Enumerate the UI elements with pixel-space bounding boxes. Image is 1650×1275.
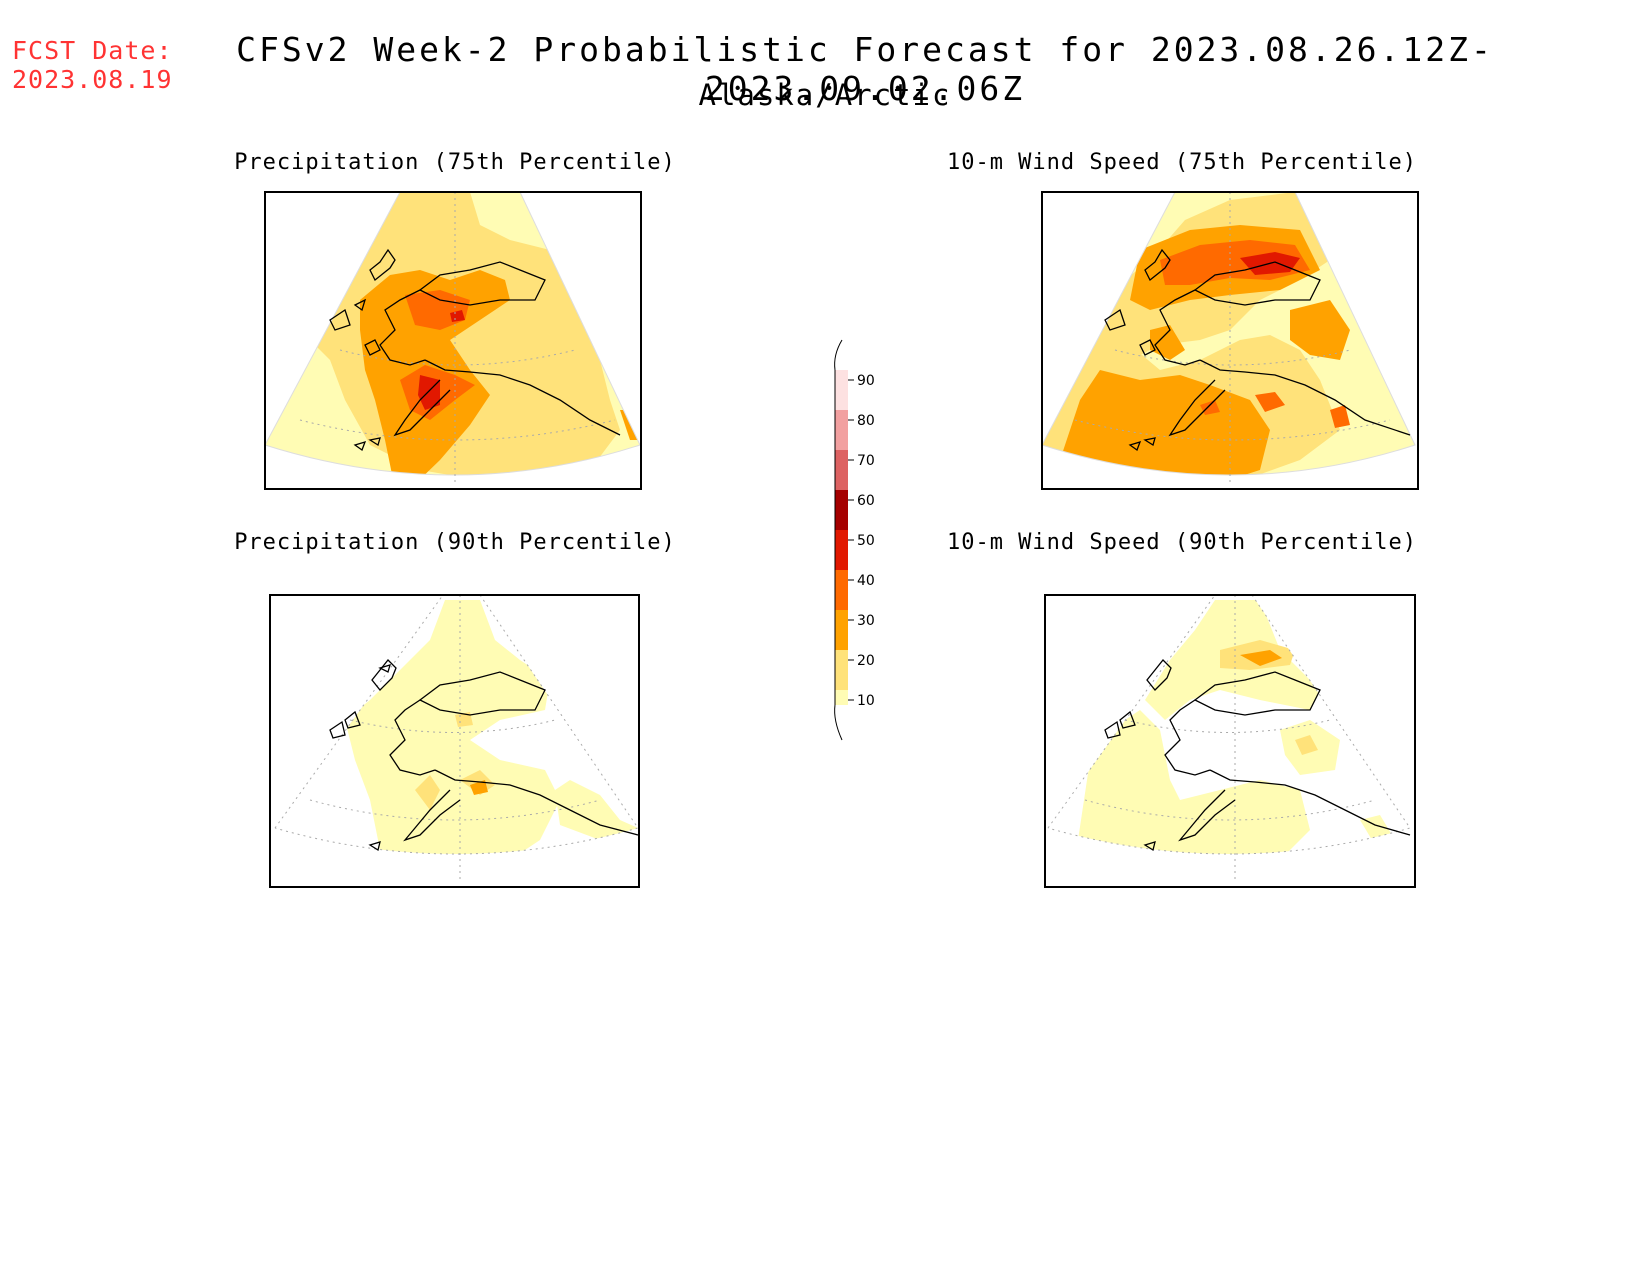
- map-frame-wind75: [1041, 191, 1419, 490]
- colorbar-label-70: 70: [857, 453, 875, 469]
- colorbar-swatch-90plus: [835, 370, 848, 410]
- colorbar-label-10: 10: [857, 693, 875, 709]
- colorbar-label-80: 80: [857, 413, 875, 429]
- fcst-date-caption: FCST Date:: [12, 36, 173, 65]
- colorbar-label-50: 50: [857, 533, 875, 549]
- colorbar-label-60: 60: [857, 493, 875, 509]
- fcst-date-value: 2023.08.19: [12, 65, 173, 94]
- page-title: CFSv2 Week-2 Probabilistic Forecast for …: [236, 30, 1494, 108]
- colorbar-swatch-10-20: [835, 690, 848, 705]
- map-frame-precip90: [269, 594, 640, 888]
- colorbar-swatch-50-60: [835, 530, 848, 570]
- colorbar-label-20: 20: [857, 653, 875, 669]
- colorbar-swatch-20-30: [835, 650, 848, 690]
- colorbar-label-90: 90: [857, 373, 875, 389]
- colorbar-swatch-30-40: [835, 610, 848, 650]
- map-wind75: [1041, 191, 1419, 490]
- colorbar-swatch-60-70: [835, 490, 848, 530]
- map-frame-precip75: [264, 191, 642, 490]
- region-subtitle: Alaska/Arctic: [698, 78, 952, 112]
- colorbar-swatch-80-90: [835, 410, 848, 450]
- map-precip75: [264, 191, 642, 490]
- map-wind90: [1044, 594, 1416, 888]
- panel-title-precip75: Precipitation (75th Percentile): [234, 150, 676, 175]
- panel-title-wind90: 10-m Wind Speed (90th Percentile): [946, 530, 1418, 555]
- panel-title-precip90: Precipitation (90th Percentile): [234, 530, 676, 555]
- map-frame-wind90: [1044, 594, 1416, 888]
- colorbar: 90 80 70 60 50 40 30 20 10: [834, 339, 875, 741]
- colorbar-label-30: 30: [857, 613, 875, 629]
- colorbar-swatch-40-50: [835, 570, 848, 610]
- panel-title-wind75: 10-m Wind Speed (75th Percentile): [946, 150, 1418, 175]
- colorbar-swatch-70-80: [835, 450, 848, 490]
- colorbar-label-40: 40: [857, 573, 875, 589]
- forecast-date-label: FCST Date: 2023.08.19: [12, 36, 173, 94]
- map-precip90: [269, 594, 640, 888]
